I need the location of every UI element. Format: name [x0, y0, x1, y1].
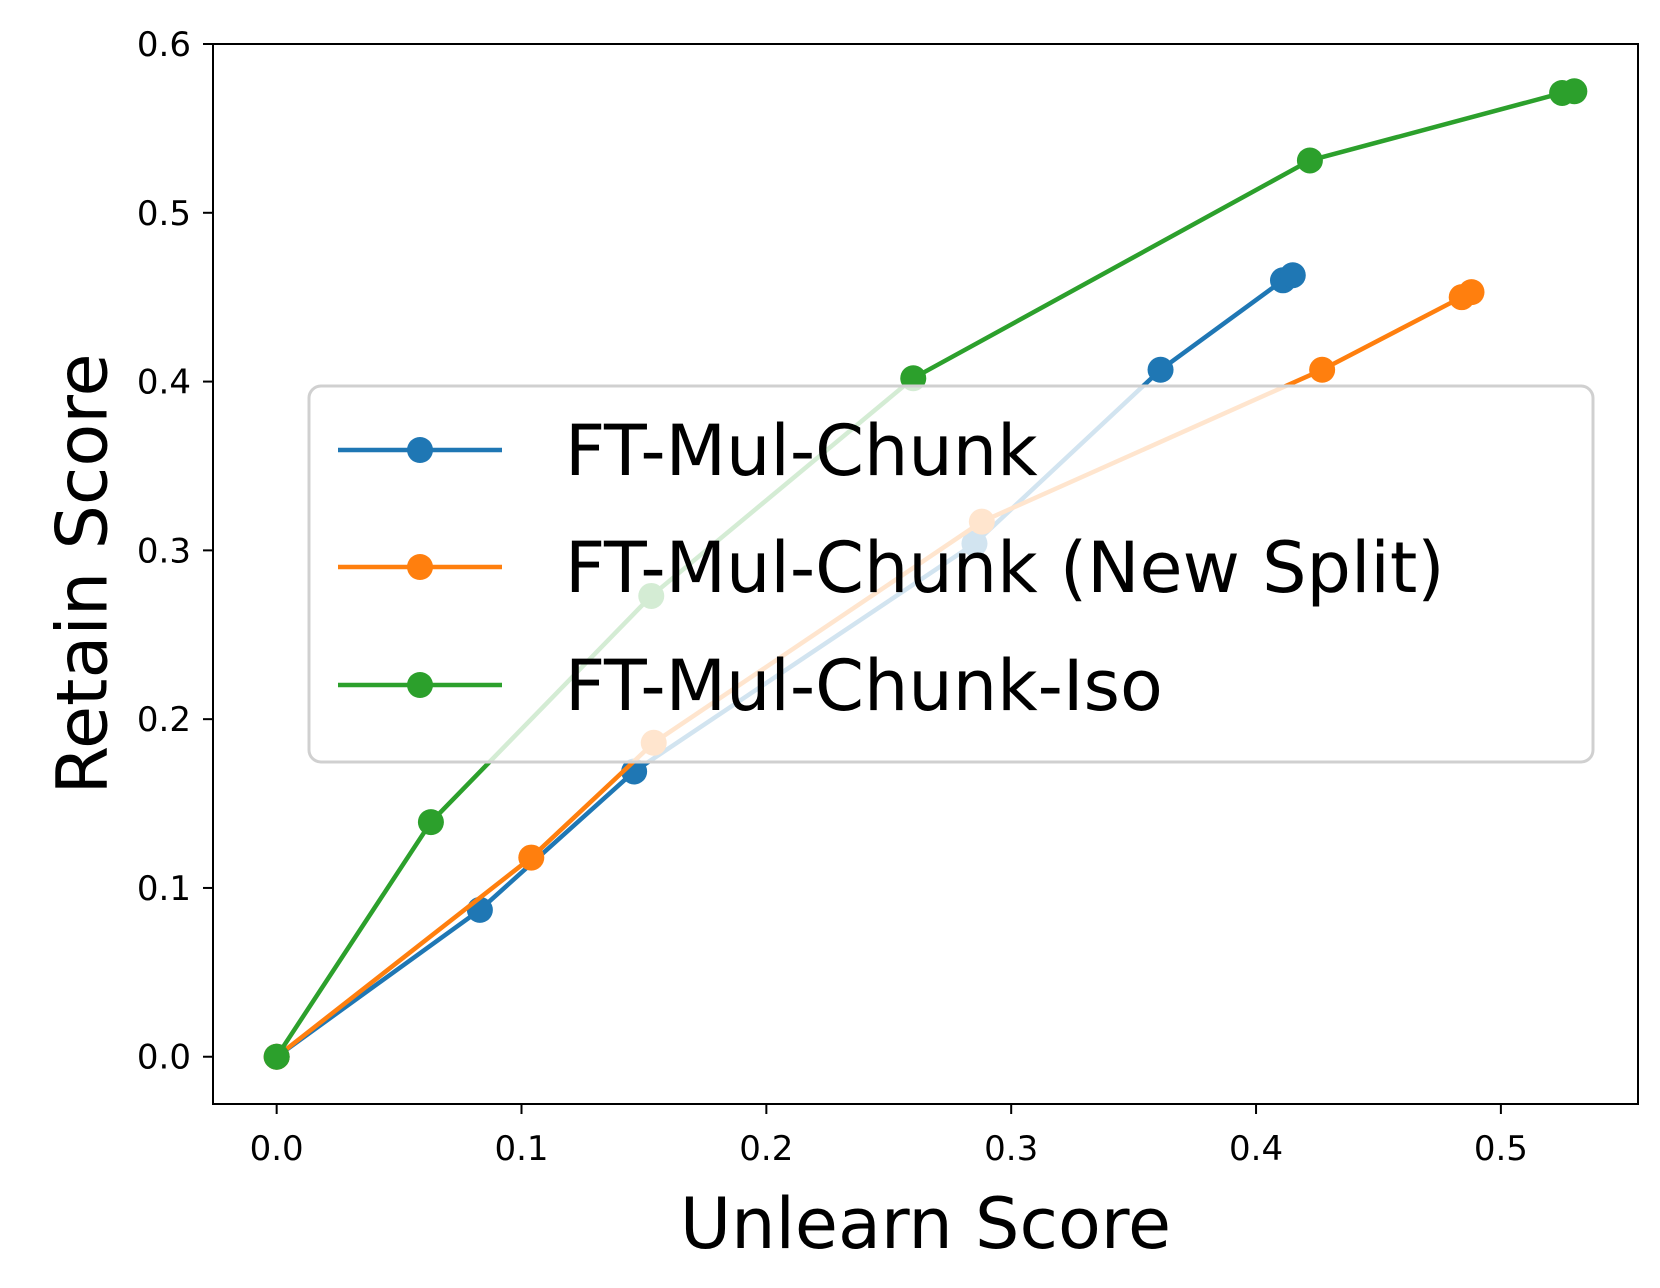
- legend: FT-Mul-Chunk FT-Mul-Chunk (New Split) FT-M…: [307, 384, 1595, 764]
- y-tick-label: 0.5: [137, 194, 191, 234]
- x-tick-label: 0.4: [1229, 1129, 1283, 1169]
- data-point: [1458, 279, 1485, 306]
- y-tick-label: 0.3: [137, 531, 191, 571]
- legend-label: FT-Mul-Chunk (New Split): [565, 527, 1445, 609]
- x-tick-label: 0.0: [250, 1129, 304, 1169]
- legend-entry: FT-Mul-Chunk (New Split): [338, 527, 1445, 609]
- data-point: [518, 844, 545, 871]
- plot-frame: [212, 43, 1639, 1105]
- x-tick-label: 0.5: [1474, 1129, 1528, 1169]
- legend-label: FT-Mul-Chunk: [565, 410, 1038, 492]
- data-point: [263, 1043, 290, 1070]
- y-tick-label: 0.4: [137, 363, 191, 403]
- y-tick-label: 0.2: [137, 700, 191, 740]
- data-point: [1279, 262, 1306, 289]
- data-point: [1296, 147, 1323, 174]
- y-tick-label: 0.0: [137, 1038, 191, 1078]
- data-point: [466, 896, 493, 923]
- legend-marker: [407, 437, 433, 463]
- data-point: [417, 809, 444, 836]
- y-tick-label: 0.6: [137, 25, 191, 65]
- x-tick-label: 0.3: [984, 1129, 1038, 1169]
- x-axis-label: Unlearn Score: [680, 1183, 1171, 1265]
- x-tick-label: 0.2: [739, 1129, 793, 1169]
- legend-marker: [407, 554, 433, 580]
- legend-box: [307, 384, 1595, 764]
- x-axis-ticks: 0.0 0.1 0.2 0.3 0.4 0.5: [250, 1104, 1528, 1169]
- y-tick-label: 0.1: [137, 869, 191, 909]
- data-point: [1147, 356, 1174, 383]
- legend-entry: FT-Mul-Chunk: [338, 410, 1038, 492]
- legend-entry: FT-Mul-Chunk-Iso: [338, 645, 1163, 727]
- legend-marker: [407, 672, 433, 698]
- data-point: [1309, 356, 1336, 383]
- y-axis-label: Retain Score: [42, 353, 124, 794]
- y-axis-ticks: 0.0 0.1 0.2 0.3 0.4 0.5 0.6: [137, 25, 213, 1078]
- legend-label: FT-Mul-Chunk-Iso: [565, 645, 1163, 727]
- x-tick-label: 0.1: [494, 1129, 548, 1169]
- data-point: [1561, 78, 1588, 105]
- legend-entries: FT-Mul-Chunk FT-Mul-Chunk (New Split) FT-M…: [338, 410, 1445, 727]
